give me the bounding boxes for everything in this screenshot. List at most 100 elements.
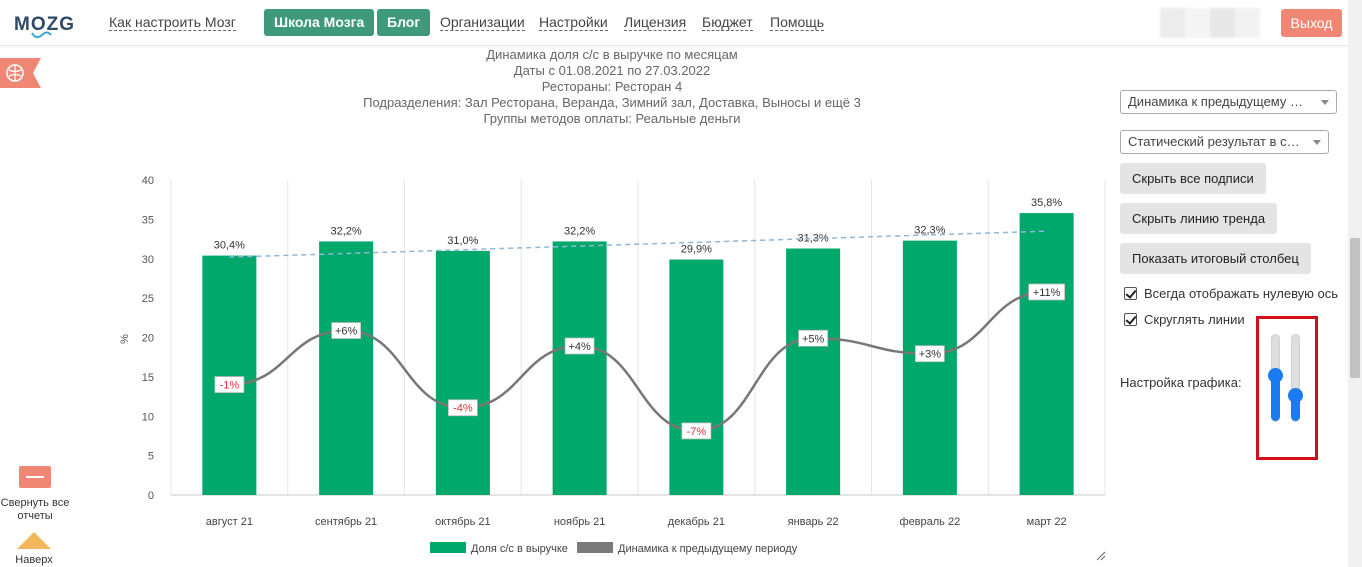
chart: 0 5 10 15 20 25 30 35 40% 30,4% август 21 32,2% сент… — [119, 175, 1106, 555]
chart-title-line: Группы методов оплаты: Реальные деньги — [483, 111, 741, 126]
bar — [902, 240, 957, 495]
hide-trend-button[interactable]: Скрыть линию тренда — [1120, 203, 1278, 234]
scroll-to-top[interactable]: Наверх — [0, 532, 68, 567]
y-tick-label: 0 — [148, 490, 154, 502]
dynamics-value-label: -1% — [220, 380, 240, 392]
dynamics-value-label: +6% — [335, 326, 358, 338]
slider-fill — [1291, 395, 1300, 421]
dynamics-value-label: +5% — [802, 333, 825, 345]
bar — [319, 241, 374, 495]
legend-label-bars: Доля с/с в выручке — [471, 543, 568, 555]
dynamics-label-box — [564, 337, 595, 355]
y-tick-label: 25 — [142, 293, 154, 305]
x-tick-label: ноябрь 21 — [554, 516, 606, 528]
user-avatar-blurred[interactable] — [1160, 8, 1260, 38]
y-tick-label: 20 — [142, 333, 154, 345]
logout-button[interactable]: Выход — [1281, 9, 1342, 37]
nav-settings[interactable]: Настройки — [539, 14, 608, 31]
chart-title-line: Динамика доля с/с в выручке по месяцам — [486, 47, 738, 62]
bar — [202, 255, 257, 495]
bar-value-label: 29,9% — [681, 244, 712, 256]
x-tick-label: декабрь 21 — [668, 516, 725, 528]
brain-icon[interactable] — [0, 58, 41, 88]
dynamics-value-label: +4% — [568, 341, 591, 353]
slider-handle[interactable] — [1268, 368, 1283, 383]
y-tick-label: 10 — [142, 411, 154, 423]
dynamics-label-box — [914, 345, 945, 363]
chart-title-line: Рестораны: Ресторан 4 — [541, 79, 683, 94]
nav-license[interactable]: Лицензия — [624, 14, 687, 31]
x-tick-label: февраль 22 — [900, 516, 961, 528]
dynamics-label-box — [331, 322, 362, 339]
static-result-select-value: Статический результат в столбцах — [1128, 134, 1302, 149]
chart-title: Динамика доля с/с в выручке по месяцам Д… — [300, 47, 924, 127]
dynamics-value-label: +11% — [1033, 287, 1061, 299]
nav-help[interactable]: Помощь — [770, 14, 825, 31]
chart-width-slider[interactable] — [1288, 334, 1303, 422]
bar-value-label: 32,3% — [914, 225, 945, 237]
bar-value-label: 30,4% — [214, 240, 245, 252]
x-tick-label: октябрь 21 — [435, 516, 491, 528]
dynamics-value-label: +3% — [919, 349, 942, 361]
arrow-up-icon[interactable] — [17, 532, 51, 549]
bar — [435, 250, 490, 495]
bar-value-label: 32,2% — [564, 225, 595, 237]
x-tick-label: март 22 — [1027, 516, 1067, 528]
bar-value-label: 35,8% — [1031, 197, 1062, 209]
minus-icon[interactable] — [19, 466, 51, 488]
y-tick-label: 35 — [142, 214, 154, 226]
dynamics-label-box — [798, 329, 829, 347]
dynamics-label-box — [681, 422, 712, 440]
dynamics-select[interactable]: Динамика к предыдущему периоду — [1120, 90, 1337, 114]
x-tick-label: сентябрь 21 — [315, 516, 377, 528]
nav-school-button[interactable]: Школа Мозга — [264, 9, 375, 36]
legend-label-line: Динамика к предыдущему периоду — [618, 543, 798, 555]
dynamics-label-box — [214, 376, 245, 393]
x-tick-label: январь 22 — [788, 516, 839, 528]
slider-highlight-box — [1256, 316, 1318, 460]
y-axis-label: % — [119, 334, 131, 344]
checkbox-checked-icon[interactable] — [1124, 287, 1137, 300]
bar — [669, 259, 724, 495]
dynamics-select-value: Динамика к предыдущему периоду — [1128, 94, 1310, 109]
chart-title-line: Подразделения: Зал Ресторана, Веранда, З… — [363, 95, 861, 110]
zero-axis-label: Всегда отображать нулевую ось — [1144, 286, 1339, 301]
dynamics-value-label: -7% — [687, 426, 707, 438]
nav-blog-button[interactable]: Блог — [377, 9, 431, 36]
y-tick-label: 5 — [148, 451, 154, 463]
nav-how-to-setup[interactable]: Как настроить Мозг — [109, 14, 236, 31]
chart-settings-label: Настройка графика: — [1120, 375, 1242, 390]
slider-fill — [1271, 375, 1280, 421]
bar-value-label: 31,0% — [447, 235, 478, 247]
show-total-button[interactable]: Показать итоговый столбец — [1120, 243, 1311, 274]
bar-value-label: 32,2% — [331, 225, 362, 237]
bar — [1019, 213, 1074, 495]
mozg-logo[interactable]: MOZG — [14, 9, 76, 39]
hide-labels-button[interactable]: Скрыть все подписи — [1120, 163, 1266, 194]
page-scrollbar[interactable] — [1348, 0, 1362, 567]
checkbox-checked-icon[interactable] — [1124, 313, 1137, 326]
bar — [552, 241, 607, 495]
legend-swatch-bars — [430, 542, 466, 553]
chevron-down-icon — [1321, 100, 1329, 105]
logo-text: MOZG — [14, 14, 75, 35]
nav-budget[interactable]: Бюджет — [702, 14, 753, 31]
y-tick-label: 15 — [142, 372, 154, 384]
chevron-down-icon — [1313, 140, 1321, 145]
zero-axis-checkbox[interactable]: Всегда отображать нулевую ось — [1124, 286, 1338, 302]
y-tick-label: 30 — [142, 254, 154, 266]
slider-handle[interactable] — [1288, 388, 1303, 403]
trend-line — [229, 230, 1047, 258]
static-result-select[interactable]: Статический результат в столбцах — [1120, 130, 1329, 154]
dynamics-line — [229, 290, 1047, 433]
chart-height-slider[interactable] — [1268, 334, 1283, 422]
nav-organizations[interactable]: Организации — [440, 14, 525, 31]
scrollbar-thumb[interactable] — [1350, 238, 1360, 378]
resize-grip-icon[interactable] — [1096, 551, 1106, 561]
collapse-all-reports[interactable]: Свернуть все отчеты — [0, 466, 70, 523]
scroll-top-label: Наверх — [15, 554, 53, 566]
bar-value-label: 31,3% — [798, 233, 829, 245]
y-tick-label: 40 — [142, 175, 154, 187]
smooth-lines-checkbox[interactable]: Скруглять линии — [1124, 312, 1245, 328]
collapse-label: Свернуть все отчеты — [0, 497, 70, 522]
